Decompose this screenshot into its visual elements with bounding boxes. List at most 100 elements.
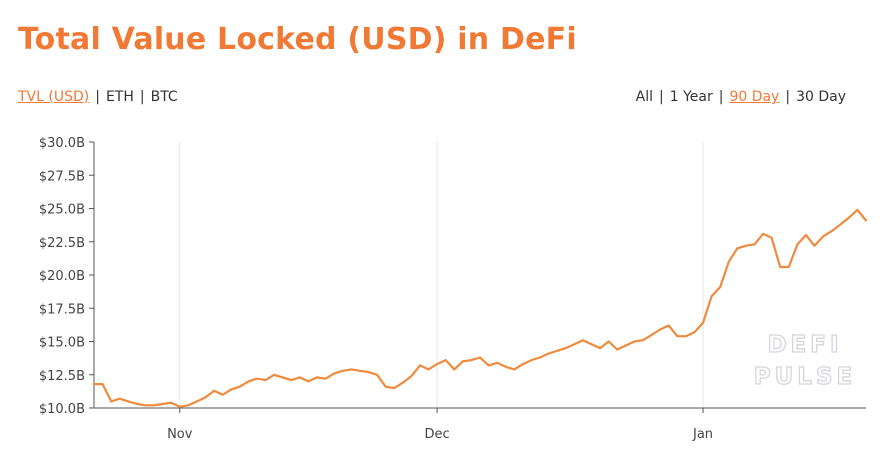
data-point[interactable] [92,382,96,386]
data-point[interactable] [598,346,602,350]
data-point[interactable] [221,393,225,397]
data-point[interactable] [203,395,207,399]
data-point[interactable] [272,373,276,377]
data-point[interactable] [744,244,748,248]
data-point[interactable] [641,338,645,342]
data-point[interactable] [709,294,713,298]
data-point[interactable] [392,386,396,390]
series-line-tvl[interactable] [92,208,868,408]
data-point[interactable] [315,375,319,379]
data-point[interactable] [718,285,722,289]
data-point[interactable] [504,365,508,369]
data-point[interactable] [564,346,568,350]
data-point[interactable] [229,387,233,391]
data-point[interactable] [864,218,868,222]
data-point[interactable] [478,355,482,359]
data-point[interactable] [152,403,156,407]
data-point[interactable] [546,351,550,355]
data-point[interactable] [409,374,413,378]
data-point[interactable] [752,242,756,246]
data-point[interactable] [332,371,336,375]
data-point[interactable] [572,342,576,346]
data-point[interactable] [727,260,731,264]
data-point[interactable] [812,244,816,248]
data-point[interactable] [212,389,216,393]
data-point[interactable] [281,375,285,379]
data-point[interactable] [607,339,611,343]
data-point[interactable] [383,385,387,389]
data-point[interactable] [486,363,490,367]
data-point[interactable] [160,402,164,406]
data-point[interactable] [366,370,370,374]
data-point[interactable] [349,367,353,371]
data-point[interactable] [426,367,430,371]
data-point[interactable] [444,358,448,362]
data-point[interactable] [323,377,327,381]
data-point[interactable] [109,399,113,403]
data-point[interactable] [246,379,250,383]
range-90-day[interactable]: 90 Day [729,89,780,105]
data-point[interactable] [795,242,799,246]
data-point[interactable] [684,334,688,338]
range-30-day[interactable]: 30 Day [796,89,846,105]
toggle-eth[interactable]: ETH [105,89,134,105]
data-point[interactable] [855,208,859,212]
data-point[interactable] [589,342,593,346]
data-point[interactable] [701,321,705,325]
toggle-tvl-usd[interactable]: TVL (USD) [18,89,90,105]
toggle-btc[interactable]: BTC [150,89,178,105]
data-point[interactable] [306,379,310,383]
data-point[interactable] [100,382,104,386]
data-point[interactable] [195,399,199,403]
data-point[interactable] [178,405,182,409]
data-point[interactable] [358,369,362,373]
data-point[interactable] [298,375,302,379]
data-point[interactable] [135,402,139,406]
data-point[interactable] [521,362,525,366]
data-point[interactable] [289,378,293,382]
data-point[interactable] [143,403,147,407]
data-point[interactable] [118,397,122,401]
data-point[interactable] [615,347,619,351]
data-point[interactable] [495,361,499,365]
data-point[interactable] [658,327,662,331]
data-point[interactable] [469,358,473,362]
data-point[interactable] [169,401,173,405]
data-point[interactable] [632,339,636,343]
data-point[interactable] [735,246,739,250]
data-point[interactable] [830,229,834,233]
data-point[interactable] [581,338,585,342]
data-point[interactable] [186,403,190,407]
data-point[interactable] [401,381,405,385]
data-point[interactable] [126,399,130,403]
data-point[interactable] [341,369,345,373]
data-point[interactable] [418,363,422,367]
data-point[interactable] [461,359,465,363]
data-point[interactable] [675,334,679,338]
data-point[interactable] [667,323,671,327]
data-point[interactable] [255,377,259,381]
data-point[interactable] [375,373,379,377]
data-point[interactable] [538,355,542,359]
data-point[interactable] [512,367,516,371]
data-point[interactable] [263,378,267,382]
data-point[interactable] [804,233,808,237]
data-point[interactable] [555,349,559,353]
data-point[interactable] [649,333,653,337]
data-point[interactable] [778,265,782,269]
data-point[interactable] [624,343,628,347]
data-point[interactable] [692,330,696,334]
data-point[interactable] [787,265,791,269]
range-all[interactable]: All [635,89,653,105]
data-point[interactable] [435,362,439,366]
data-point[interactable] [452,367,456,371]
data-point[interactable] [821,234,825,238]
data-point[interactable] [238,385,242,389]
range-1-year[interactable]: 1 Year [669,89,713,105]
data-point[interactable] [838,222,842,226]
data-point[interactable] [769,236,773,240]
data-point[interactable] [761,232,765,236]
data-point[interactable] [847,216,851,220]
data-point[interactable] [529,358,533,362]
